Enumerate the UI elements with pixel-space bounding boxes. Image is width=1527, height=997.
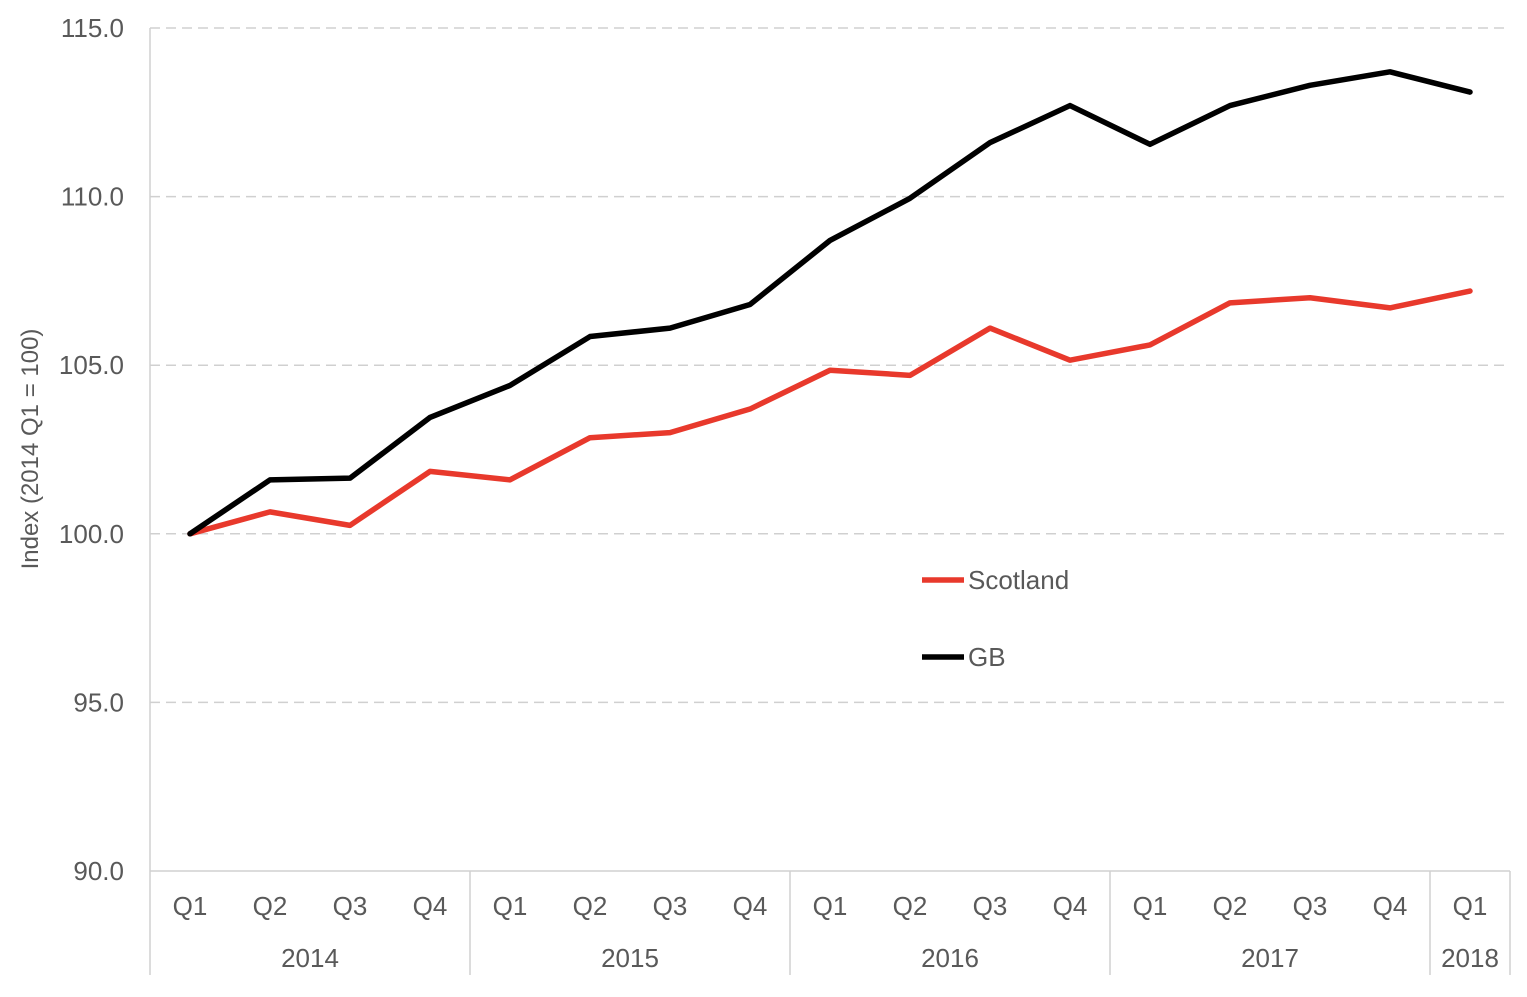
x-category-label: Q3 [1293, 891, 1328, 921]
x-category-label: Q2 [1213, 891, 1248, 921]
y-tick-label: 105.0 [59, 350, 124, 380]
legend-label-scotland: Scotland [968, 565, 1069, 595]
legend-label-gb: GB [968, 642, 1006, 672]
x-category-label: Q3 [333, 891, 368, 921]
x-category-label: Q3 [973, 891, 1008, 921]
x-group-label: 2018 [1441, 943, 1499, 973]
x-category-label: Q1 [1133, 891, 1168, 921]
x-group-label: 2015 [601, 943, 659, 973]
x-axis-categories: Q1 Q2 Q3 Q4 Q1 Q2 Q3 Q4 Q1 Q2 Q3 Q4 Q1 Q2 Q3 Q4 Q1 2014 20… [173, 891, 1499, 973]
x-category-label: Q2 [253, 891, 288, 921]
x-category-label: Q1 [1453, 891, 1488, 921]
x-group-label: 2017 [1241, 943, 1299, 973]
y-tick-label: 95.0 [73, 687, 124, 717]
x-category-label: Q4 [1053, 891, 1088, 921]
series-line-scotland [187, 288, 1473, 537]
gridlines [150, 27, 1510, 704]
x-category-label: Q1 [813, 891, 848, 921]
y-tick-label: 100.0 [59, 519, 124, 549]
y-tick-label: 110.0 [61, 182, 124, 212]
x-category-label: Q1 [173, 891, 208, 921]
y-tick-label: 115.0 [61, 13, 124, 43]
x-category-label: Q2 [893, 891, 928, 921]
axes [149, 28, 1511, 975]
legend: Scotland GB [922, 565, 1069, 672]
x-group-label: 2014 [281, 943, 339, 973]
x-category-label: Q4 [413, 891, 448, 921]
x-category-label: Q3 [653, 891, 688, 921]
series-line-gb [187, 69, 1473, 537]
y-axis-title: Index (2014 Q1 = 100) [17, 329, 44, 570]
y-tick-label: 90.0 [73, 856, 124, 886]
x-category-label: Q1 [493, 891, 528, 921]
x-category-label: Q2 [573, 891, 608, 921]
series-lines [187, 69, 1473, 537]
x-category-label: Q4 [733, 891, 768, 921]
y-axis-ticks: 90.0 95.0 100.0 105.0 110.0 115.0 [59, 13, 124, 886]
x-group-label: 2016 [921, 943, 979, 973]
x-category-label: Q4 [1373, 891, 1408, 921]
